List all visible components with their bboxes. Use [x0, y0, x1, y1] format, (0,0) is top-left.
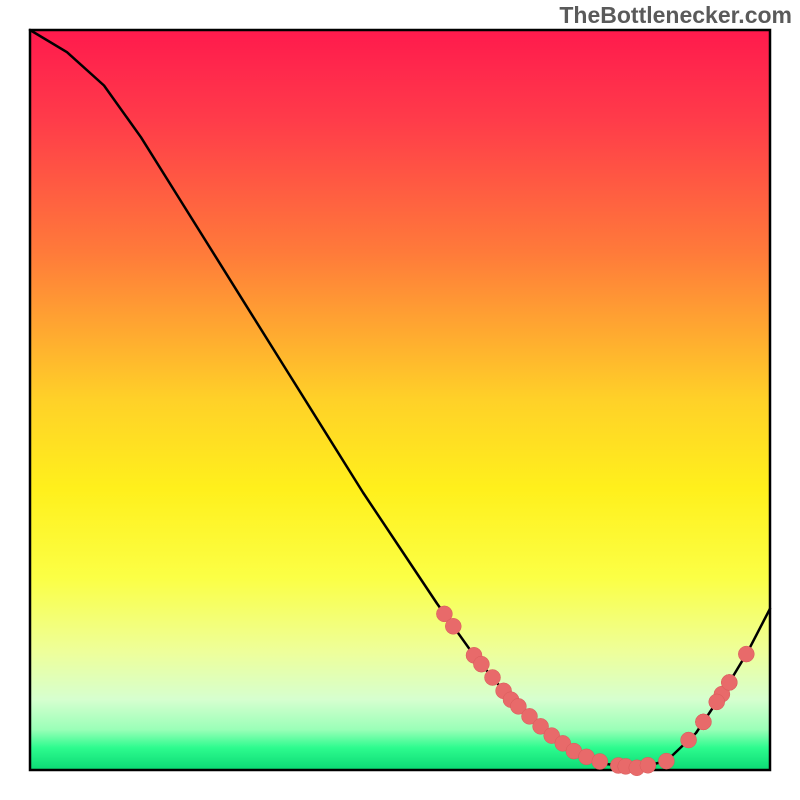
plot-background: [30, 30, 770, 770]
chart-container: TheBottlenecker.com: [0, 0, 800, 800]
data-marker: [473, 656, 489, 672]
data-marker: [695, 714, 711, 730]
attribution-text: TheBottlenecker.com: [559, 2, 792, 29]
data-marker: [485, 670, 501, 686]
data-marker: [709, 694, 725, 710]
data-marker: [738, 646, 754, 662]
data-marker: [658, 753, 674, 769]
data-marker: [640, 757, 656, 773]
data-marker: [681, 732, 697, 748]
data-marker: [721, 674, 737, 690]
chart-svg: [0, 0, 800, 800]
data-marker: [445, 618, 461, 634]
data-marker: [592, 753, 608, 769]
